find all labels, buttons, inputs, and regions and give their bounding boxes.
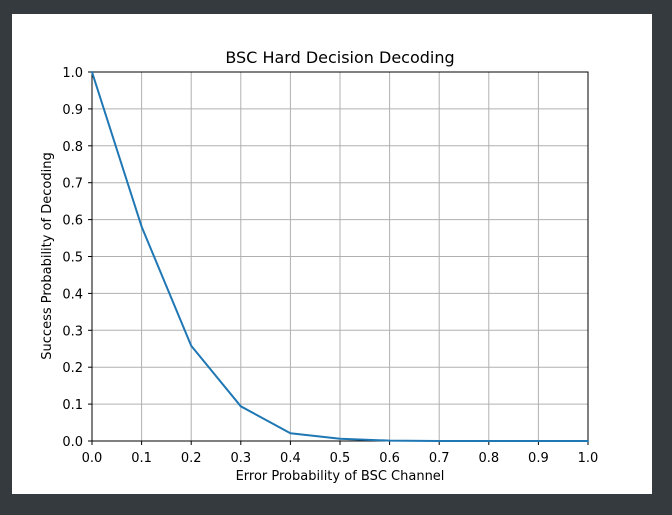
y-axis-label: Success Probability of Decoding [40, 152, 55, 359]
y-tick-label: 0.7 [62, 177, 83, 192]
x-tick-label: 0.9 [528, 451, 549, 466]
figure-canvas: BSC Hard Decision Decoding 0.0 0.1 0.2 0.3 0… [12, 14, 652, 494]
x-tick-label: 0.0 [82, 451, 103, 466]
x-axis-label: Error Probability of BSC Channel [236, 469, 445, 484]
x-tick-label: 0.3 [230, 451, 251, 466]
x-tick-label: 0.1 [131, 451, 152, 466]
chart-title: BSC Hard Decision Decoding [225, 48, 454, 67]
y-tick-label: 0.0 [62, 435, 83, 450]
y-tick-label: 0.1 [62, 398, 83, 413]
y-tick-label: 0.2 [62, 361, 83, 376]
x-tick-label: 0.7 [429, 451, 450, 466]
y-tick-label: 0.6 [62, 214, 83, 229]
y-tick-label: 0.4 [62, 287, 83, 302]
grid [91, 71, 589, 442]
x-tick-label: 0.2 [181, 451, 202, 466]
chart: BSC Hard Decision Decoding 0.0 0.1 0.2 0.3 0… [40, 48, 599, 484]
y-tick-label: 0.8 [62, 140, 83, 155]
x-tick-label: 0.8 [478, 451, 499, 466]
x-tick-label: 0.6 [379, 451, 400, 466]
y-tick-label: 0.3 [62, 324, 83, 339]
y-tick-label: 0.5 [62, 251, 83, 266]
x-tick-label: 0.5 [330, 451, 351, 466]
y-axis: 0.0 0.1 0.2 0.3 0.4 0.5 0.6 0.7 0.8 0.9 1.0 [62, 66, 92, 450]
series-layer [91, 71, 589, 442]
y-tick-label: 1.0 [62, 66, 83, 81]
series-line-0 [91, 71, 589, 442]
x-axis: 0.0 0.1 0.2 0.3 0.4 0.5 0.6 0.7 0.8 0.9 1.0 [82, 441, 599, 466]
x-tick-label: 0.4 [280, 451, 301, 466]
x-tick-label: 1.0 [578, 451, 599, 466]
y-tick-label: 0.9 [62, 103, 83, 118]
